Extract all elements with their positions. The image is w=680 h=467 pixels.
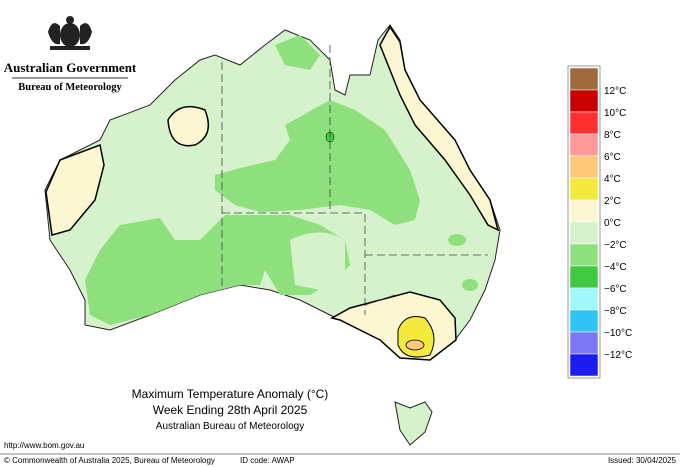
legend-swatch — [569, 265, 599, 289]
footer-url: http://www.bom.gov.au — [4, 441, 84, 450]
legend-swatch — [569, 199, 599, 223]
anomaly-zone — [45, 143, 105, 236]
anomaly-zone — [275, 35, 320, 70]
legend-swatch — [569, 331, 599, 355]
header-title: Australian Government — [4, 60, 137, 75]
anomaly-zone — [379, 25, 500, 232]
crest — [48, 16, 92, 50]
legend-swatch — [569, 67, 599, 91]
legend-swatch — [569, 353, 599, 377]
legend-label: 6°C — [604, 152, 621, 163]
map-subtitle: Week Ending 28th April 2025 — [153, 403, 308, 417]
anomaly-zone — [397, 316, 435, 358]
footer-copyright: © Commonwealth of Australia 2025, Bureau… — [4, 456, 215, 465]
legend-swatch — [569, 309, 599, 333]
legend-swatch — [569, 287, 599, 311]
legend-label: −6°C — [604, 284, 627, 295]
legend-label: 2°C — [604, 196, 621, 207]
footer-issued: Issued: 30/04/2025 — [608, 456, 677, 465]
anomaly-zone — [215, 100, 420, 225]
map-source: Australian Bureau of Meteorology — [156, 421, 304, 432]
anomaly-zone — [290, 232, 345, 290]
tasmania — [394, 401, 433, 446]
anomaly-zone — [167, 105, 210, 147]
legend: 12°C 10°C 8°C 6°C 4°C 2°C 0°C −2°C −4°C −6°C −8°C −… — [567, 65, 632, 379]
map-title: Maximum Temperature Anomaly (°C) — [132, 387, 329, 401]
legend-swatch — [569, 89, 599, 113]
legend-swatch — [569, 111, 599, 135]
legend-label: −12°C — [604, 350, 632, 361]
legend-label: 12°C — [604, 86, 626, 97]
state-borders — [221, 45, 488, 315]
anomaly-zone — [448, 234, 466, 246]
legend-label: 10°C — [604, 108, 626, 119]
legend-label: −4°C — [604, 262, 627, 273]
legend-label: 0°C — [604, 218, 621, 229]
header-subtitle: Bureau of Meteorology — [18, 82, 122, 93]
legend-swatch — [569, 155, 599, 179]
anomaly-zone — [405, 339, 425, 351]
footer-id: ID code: AWAP — [240, 456, 295, 465]
legend-label: −2°C — [604, 240, 627, 251]
legend-label: −10°C — [604, 328, 632, 339]
legend-swatch — [569, 243, 599, 267]
legend-swatch — [569, 221, 599, 245]
anomaly-zone — [85, 215, 350, 325]
legend-label: 8°C — [604, 130, 621, 141]
legend-label: 4°C — [604, 174, 621, 185]
anomaly-zone — [462, 279, 478, 291]
legend-swatch — [569, 177, 599, 201]
legend-swatch — [569, 133, 599, 157]
legend-label: −8°C — [604, 306, 627, 317]
